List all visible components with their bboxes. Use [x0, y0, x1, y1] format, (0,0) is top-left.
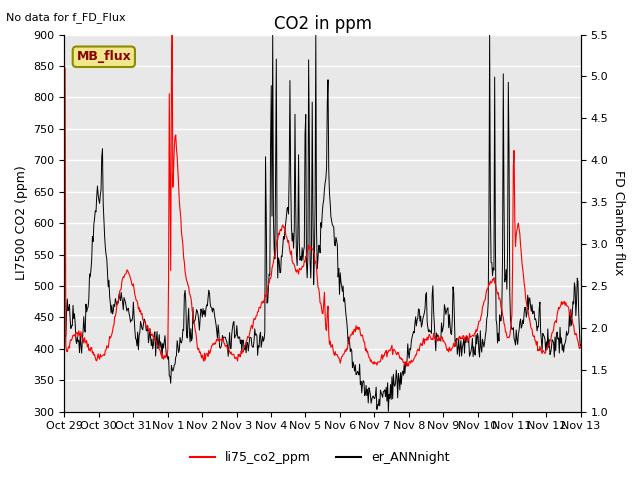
Title: CO2 in ppm: CO2 in ppm	[274, 15, 372, 33]
Y-axis label: FD Chamber flux: FD Chamber flux	[612, 170, 625, 276]
Y-axis label: LI7500 CO2 (ppm): LI7500 CO2 (ppm)	[15, 166, 28, 280]
Text: MB_flux: MB_flux	[76, 50, 131, 63]
Legend: li75_co2_ppm, er_ANNnight: li75_co2_ppm, er_ANNnight	[186, 446, 454, 469]
Text: No data for f_FD_Flux: No data for f_FD_Flux	[6, 12, 126, 23]
